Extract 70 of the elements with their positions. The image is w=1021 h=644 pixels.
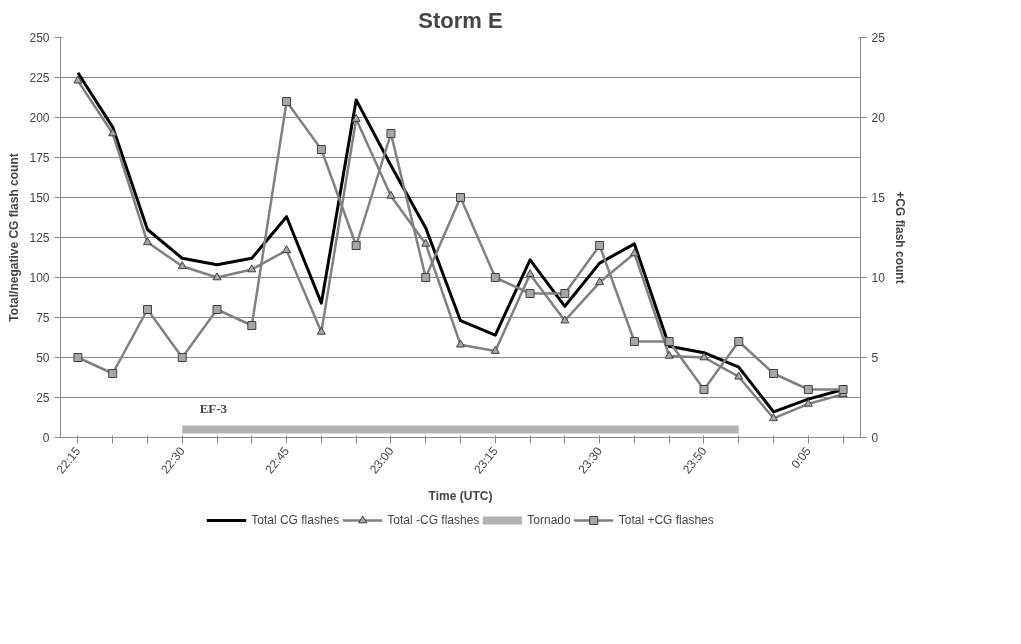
point — [699, 385, 709, 394]
point — [664, 350, 674, 359]
y-tick-label: 225 — [29, 71, 50, 85]
y-axis-title: Total/negative CG flash count — [7, 153, 22, 322]
point — [769, 369, 779, 378]
chart-title: Storm E — [418, 7, 503, 33]
point — [769, 413, 779, 422]
point — [212, 272, 222, 281]
point — [803, 398, 813, 407]
y-tick-label: 25 — [36, 391, 50, 405]
point — [595, 241, 605, 250]
point — [490, 273, 500, 282]
y-tick-label: 175 — [29, 151, 50, 165]
legend-label: Total -CG flashes — [387, 513, 480, 527]
annotation: EF-3 — [199, 400, 228, 416]
point — [421, 238, 431, 247]
point — [177, 261, 187, 270]
point — [456, 339, 465, 348]
point — [351, 113, 361, 122]
point — [629, 248, 639, 257]
y-tick-label: 50 — [36, 351, 50, 365]
point — [456, 193, 465, 202]
point — [699, 352, 709, 361]
point — [421, 273, 431, 282]
point — [629, 337, 639, 346]
point — [490, 345, 500, 354]
y-tick-label: 200 — [29, 111, 50, 125]
point — [734, 371, 744, 380]
point — [734, 337, 744, 346]
point — [73, 75, 83, 84]
point — [73, 353, 83, 362]
point — [386, 129, 396, 138]
y-tick-label: 0 — [42, 431, 50, 445]
point — [386, 190, 396, 199]
y-tick-label: 150 — [29, 191, 50, 205]
point — [247, 321, 257, 330]
point — [282, 97, 292, 106]
point — [247, 264, 257, 273]
point — [108, 369, 118, 378]
legend-label: Total CG flashes — [251, 513, 340, 527]
point — [351, 241, 361, 250]
point — [316, 145, 326, 154]
point — [212, 305, 222, 314]
y-tick-label: 125 — [29, 231, 50, 245]
y2-axis-title: +CG flash count — [892, 191, 907, 284]
point — [316, 326, 326, 335]
legend-label: Tornado — [527, 513, 571, 527]
y2-tick-label: 5 — [871, 351, 879, 365]
point — [108, 128, 118, 137]
y-tick-label: 250 — [29, 31, 50, 45]
point — [282, 245, 292, 254]
y2-tick-label: 20 — [871, 111, 886, 125]
point — [177, 353, 187, 362]
x-axis-title: Time (UTC) — [428, 488, 493, 503]
point — [142, 305, 152, 314]
point — [560, 289, 570, 298]
y2-tick-label: 0 — [871, 431, 879, 445]
legend-label: Total +CG flashes — [618, 513, 714, 527]
point — [664, 337, 674, 346]
point — [142, 237, 152, 246]
y-tick-label: 100 — [29, 271, 50, 285]
point — [525, 289, 535, 298]
y2-tick-label: 10 — [871, 271, 886, 285]
y2-tick-label: 15 — [871, 191, 886, 205]
point — [595, 277, 605, 286]
y-tick-label: 75 — [36, 311, 50, 325]
point — [525, 269, 535, 278]
point — [560, 315, 570, 324]
y2-tick-label: 25 — [871, 31, 886, 45]
point — [803, 385, 813, 394]
